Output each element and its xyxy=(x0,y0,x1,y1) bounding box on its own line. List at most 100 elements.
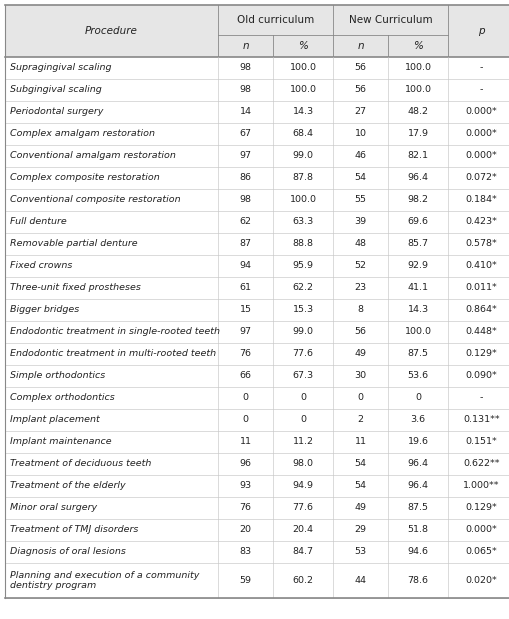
Bar xyxy=(5,321,509,343)
Text: 3.6: 3.6 xyxy=(410,415,425,425)
Text: 0: 0 xyxy=(414,394,420,402)
Bar xyxy=(5,211,509,233)
Text: 14: 14 xyxy=(239,108,251,116)
Text: Treatment of TMJ disorders: Treatment of TMJ disorders xyxy=(10,526,138,534)
Text: 76: 76 xyxy=(239,503,251,513)
Text: 0.184*: 0.184* xyxy=(465,196,496,204)
Bar xyxy=(5,167,509,189)
Text: Removable partial denture: Removable partial denture xyxy=(10,240,137,248)
Text: 0.622**: 0.622** xyxy=(462,459,499,469)
Text: 97: 97 xyxy=(239,327,251,337)
Text: 0.090*: 0.090* xyxy=(465,371,496,381)
Text: 39: 39 xyxy=(354,217,366,227)
Text: 49: 49 xyxy=(354,503,366,513)
Text: 0.000*: 0.000* xyxy=(465,108,496,116)
Text: 87: 87 xyxy=(239,240,251,248)
Text: 56: 56 xyxy=(354,85,366,95)
Text: Three-unit fixed prostheses: Three-unit fixed prostheses xyxy=(10,284,140,293)
Bar xyxy=(5,5,509,57)
Text: 84.7: 84.7 xyxy=(292,547,313,556)
Text: -: - xyxy=(479,64,482,72)
Bar xyxy=(5,387,509,409)
Text: Conventional amalgam restoration: Conventional amalgam restoration xyxy=(10,152,176,160)
Text: Minor oral surgery: Minor oral surgery xyxy=(10,503,97,513)
Text: 94.9: 94.9 xyxy=(292,482,313,490)
Text: Simple orthodontics: Simple orthodontics xyxy=(10,371,105,381)
Text: 87.5: 87.5 xyxy=(407,350,428,358)
Bar xyxy=(5,497,509,519)
Text: 98.2: 98.2 xyxy=(407,196,428,204)
Text: 87.8: 87.8 xyxy=(292,173,313,183)
Text: 76: 76 xyxy=(239,350,251,358)
Text: 78.6: 78.6 xyxy=(407,576,428,585)
Text: 0.410*: 0.410* xyxy=(465,261,496,271)
Text: 62.2: 62.2 xyxy=(292,284,313,293)
Text: Periodontal surgery: Periodontal surgery xyxy=(10,108,103,116)
Text: Planning and execution of a community
dentistry program: Planning and execution of a community de… xyxy=(10,571,199,590)
Bar xyxy=(5,365,509,387)
Text: 51.8: 51.8 xyxy=(407,526,428,534)
Text: 23: 23 xyxy=(354,284,366,293)
Bar xyxy=(5,563,509,598)
Text: Treatment of the elderly: Treatment of the elderly xyxy=(10,482,125,490)
Bar xyxy=(5,431,509,453)
Text: Treatment of deciduous teeth: Treatment of deciduous teeth xyxy=(10,459,151,469)
Text: 0.131**: 0.131** xyxy=(462,415,499,425)
Text: 14.3: 14.3 xyxy=(407,306,428,314)
Text: 20.4: 20.4 xyxy=(292,526,313,534)
Bar xyxy=(5,255,509,277)
Text: 77.6: 77.6 xyxy=(292,503,313,513)
Text: 100.0: 100.0 xyxy=(404,85,431,95)
Text: 55: 55 xyxy=(354,196,366,204)
Text: %: % xyxy=(412,41,422,51)
Text: 11: 11 xyxy=(239,438,251,446)
Text: 98: 98 xyxy=(239,196,251,204)
Text: 29: 29 xyxy=(354,526,366,534)
Text: 19.6: 19.6 xyxy=(407,438,428,446)
Text: 0.151*: 0.151* xyxy=(465,438,496,446)
Text: 82.1: 82.1 xyxy=(407,152,428,160)
Bar xyxy=(5,79,509,101)
Text: 30: 30 xyxy=(354,371,366,381)
Text: -: - xyxy=(479,85,482,95)
Text: 0: 0 xyxy=(242,415,248,425)
Text: 0.020*: 0.020* xyxy=(465,576,496,585)
Text: Diagnosis of oral lesions: Diagnosis of oral lesions xyxy=(10,547,126,556)
Text: 59: 59 xyxy=(239,576,251,585)
Bar xyxy=(5,145,509,167)
Text: 98: 98 xyxy=(239,85,251,95)
Bar xyxy=(5,57,509,79)
Text: 0.578*: 0.578* xyxy=(465,240,496,248)
Text: n: n xyxy=(356,41,363,51)
Text: 96.4: 96.4 xyxy=(407,482,428,490)
Text: Endodontic treatment in single-rooted teeth: Endodontic treatment in single-rooted te… xyxy=(10,327,219,337)
Text: 0.129*: 0.129* xyxy=(465,350,496,358)
Text: 94: 94 xyxy=(239,261,251,271)
Text: Conventional composite restoration: Conventional composite restoration xyxy=(10,196,180,204)
Bar xyxy=(5,453,509,475)
Text: 48: 48 xyxy=(354,240,366,248)
Text: 0: 0 xyxy=(299,415,305,425)
Text: 98.0: 98.0 xyxy=(292,459,313,469)
Text: Procedure: Procedure xyxy=(85,26,137,36)
Text: 97: 97 xyxy=(239,152,251,160)
Text: p: p xyxy=(477,26,484,36)
Text: 68.4: 68.4 xyxy=(292,129,313,139)
Text: 53: 53 xyxy=(354,547,366,556)
Text: 99.0: 99.0 xyxy=(292,327,313,337)
Text: 14.3: 14.3 xyxy=(292,108,313,116)
Text: 0.000*: 0.000* xyxy=(465,526,496,534)
Text: 66: 66 xyxy=(239,371,251,381)
Text: 95.9: 95.9 xyxy=(292,261,313,271)
Bar xyxy=(5,123,509,145)
Text: 87.5: 87.5 xyxy=(407,503,428,513)
Text: 99.0: 99.0 xyxy=(292,152,313,160)
Bar xyxy=(5,475,509,497)
Text: 62: 62 xyxy=(239,217,251,227)
Text: 1.000**: 1.000** xyxy=(462,482,499,490)
Text: Implant placement: Implant placement xyxy=(10,415,100,425)
Text: 83: 83 xyxy=(239,547,251,556)
Text: Complex orthodontics: Complex orthodontics xyxy=(10,394,115,402)
Text: Complex amalgam restoration: Complex amalgam restoration xyxy=(10,129,155,139)
Text: 100.0: 100.0 xyxy=(404,64,431,72)
